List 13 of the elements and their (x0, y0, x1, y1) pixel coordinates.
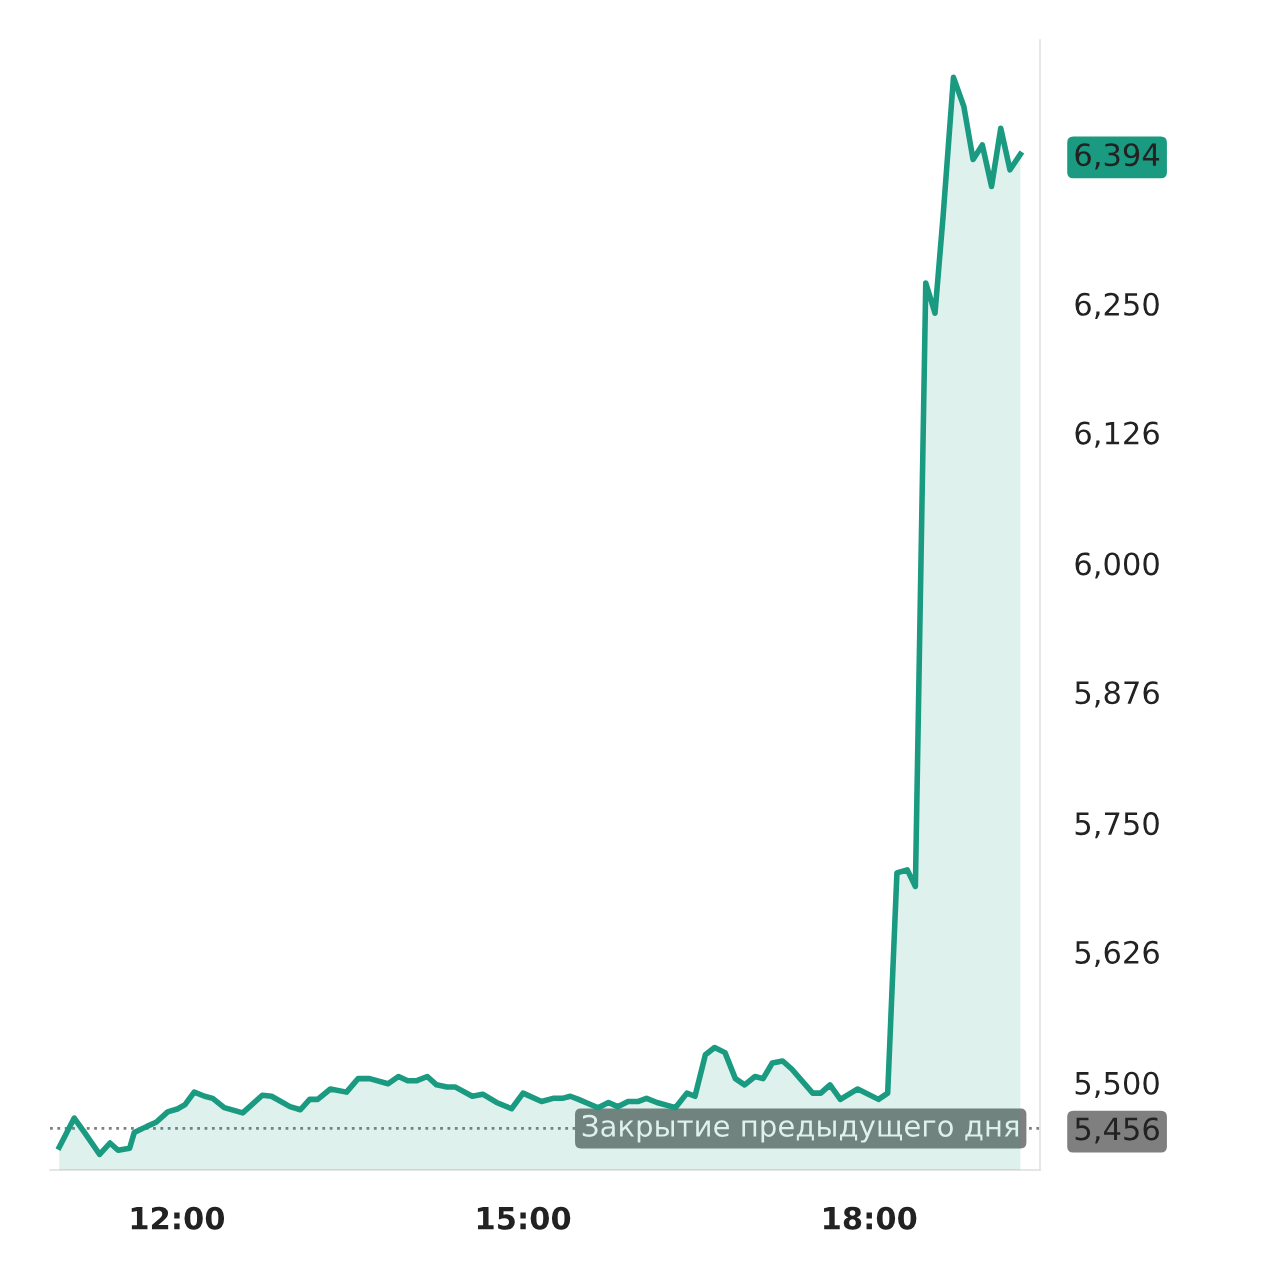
y-tick-label: 6,000 (1075, 552, 1159, 579)
y-tick-label: 6,250 (1075, 292, 1159, 319)
y-tick-label: 5,500 (1075, 1071, 1159, 1098)
y-tick-label: 5,456 (1075, 1117, 1159, 1144)
x-tick-label: 15:00 (477, 1206, 571, 1230)
ref-line-label: Закрытие предыдущего дня (582, 1114, 1019, 1143)
y-tick-label: 6,126 (1075, 421, 1159, 448)
y-tick-label: 5,626 (1075, 940, 1159, 968)
y-tick-label: 5,876 (1075, 681, 1159, 708)
y-tick-label: 5,750 (1075, 812, 1159, 839)
y-tick-label: 6,394 (1075, 143, 1160, 170)
x-tick-label: 12:00 (131, 1206, 225, 1230)
x-tick-label: 18:00 (824, 1206, 917, 1230)
